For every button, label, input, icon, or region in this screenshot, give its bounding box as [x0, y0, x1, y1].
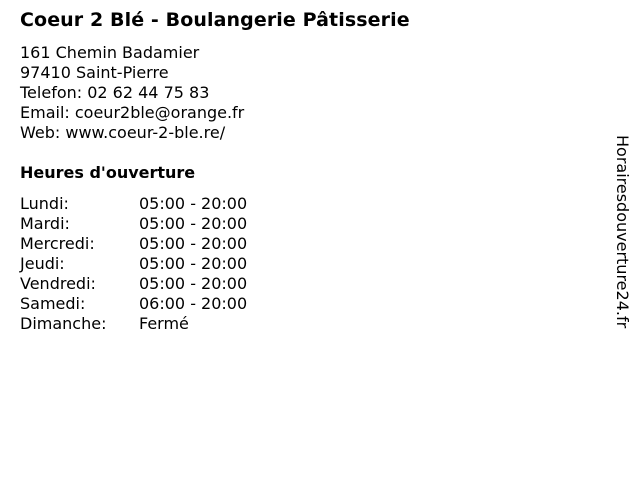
hours-row: Vendredi: 05:00 - 20:00: [20, 274, 320, 294]
hours-row: Mercredi: 05:00 - 20:00: [20, 234, 320, 254]
day-label: Mardi:: [20, 214, 70, 233]
day-label: Dimanche:: [20, 314, 107, 333]
web-label: Web:: [20, 123, 61, 142]
day-label: Lundi:: [20, 194, 69, 213]
day-hours: 05:00 - 20:00: [139, 214, 248, 233]
day-hours: 05:00 - 20:00: [139, 194, 248, 213]
web-line: Web: www.coeur-2-ble.re/: [20, 123, 244, 143]
hours-table: Lundi: 05:00 - 20:00 Mardi: 05:00 - 20:00 …: [20, 194, 320, 334]
day-label: Vendredi:: [20, 274, 96, 293]
phone-line: Telefon: 02 62 44 75 83: [20, 83, 244, 103]
day-label: Jeudi:: [20, 254, 65, 273]
web-link[interactable]: www.coeur-2-ble.re/: [65, 123, 226, 142]
day-hours: Fermé: [139, 314, 189, 333]
hours-row: Jeudi: 05:00 - 20:00: [20, 254, 320, 274]
email-link[interactable]: coeur2ble@orange.fr: [74, 103, 245, 122]
phone-label: Telefon:: [20, 83, 83, 102]
day-hours: 06:00 - 20:00: [139, 294, 248, 313]
hours-row: Lundi: 05:00 - 20:00: [20, 194, 320, 214]
day-hours: 05:00 - 20:00: [139, 254, 248, 273]
day-label: Mercredi:: [20, 234, 95, 253]
day-label: Samedi:: [20, 294, 86, 313]
hours-row: Samedi: 06:00 - 20:00: [20, 294, 320, 314]
business-title: Coeur 2 Blé - Boulangerie Pâtisserie: [20, 9, 410, 31]
hours-heading: Heures d'ouverture: [20, 163, 196, 182]
email-line: Email: coeur2ble@orange.fr: [20, 103, 244, 123]
day-hours: 05:00 - 20:00: [139, 274, 248, 293]
phone-number: 02 62 44 75 83: [87, 83, 210, 102]
hours-row: Dimanche: Fermé: [20, 314, 320, 334]
contact-info: 161 Chemin Badamier 97410 Saint-Pierre T…: [20, 43, 244, 143]
site-watermark: Horairesdouverture24.fr: [613, 135, 632, 329]
address-line1: 161 Chemin Badamier: [20, 43, 200, 62]
day-hours: 05:00 - 20:00: [139, 234, 248, 253]
address-line2: 97410 Saint-Pierre: [20, 63, 169, 82]
email-label: Email:: [20, 103, 70, 122]
hours-row: Mardi: 05:00 - 20:00: [20, 214, 320, 234]
